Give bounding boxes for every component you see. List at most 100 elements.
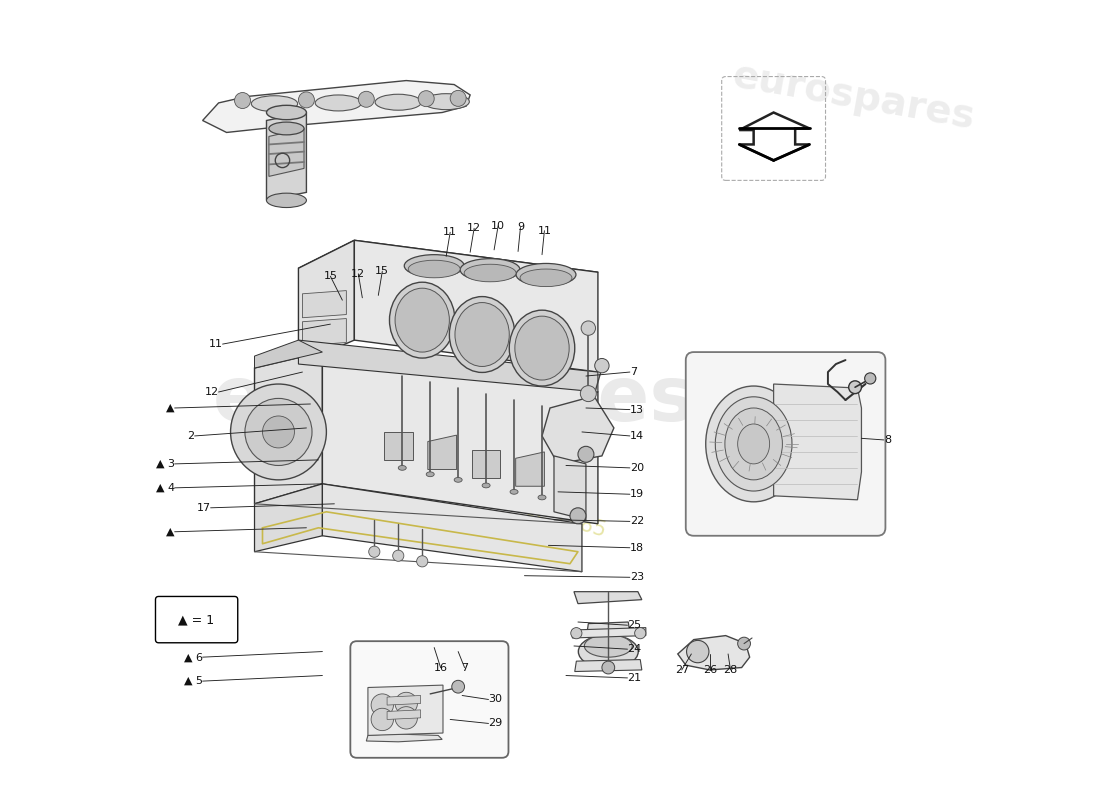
Circle shape: [245, 398, 312, 466]
Polygon shape: [322, 352, 598, 524]
Text: 28: 28: [724, 665, 738, 675]
Ellipse shape: [316, 95, 362, 111]
Ellipse shape: [579, 634, 638, 668]
Ellipse shape: [482, 483, 491, 488]
Text: 30: 30: [488, 694, 503, 705]
Ellipse shape: [251, 96, 298, 112]
Polygon shape: [428, 435, 456, 470]
Polygon shape: [367, 685, 443, 735]
Circle shape: [368, 546, 379, 558]
Polygon shape: [472, 450, 500, 478]
Text: 10: 10: [491, 221, 505, 231]
Circle shape: [581, 386, 596, 402]
Text: 7: 7: [461, 662, 469, 673]
Ellipse shape: [426, 472, 434, 477]
Text: 29: 29: [488, 718, 503, 729]
Polygon shape: [254, 352, 322, 504]
Ellipse shape: [725, 408, 782, 480]
Polygon shape: [322, 484, 582, 572]
Circle shape: [395, 692, 417, 714]
Polygon shape: [739, 113, 810, 161]
Circle shape: [849, 381, 861, 394]
Text: 21: 21: [627, 673, 641, 683]
Circle shape: [298, 92, 315, 108]
Circle shape: [570, 508, 586, 524]
Text: 7: 7: [630, 367, 637, 377]
Ellipse shape: [395, 288, 450, 352]
Ellipse shape: [454, 478, 462, 482]
Polygon shape: [298, 240, 598, 302]
Polygon shape: [384, 432, 412, 460]
Ellipse shape: [405, 254, 464, 277]
Text: ▲: ▲: [166, 526, 175, 537]
Polygon shape: [574, 592, 641, 604]
Ellipse shape: [266, 193, 307, 207]
Text: 22: 22: [630, 516, 645, 526]
Text: 9: 9: [517, 222, 524, 233]
Polygon shape: [254, 484, 322, 552]
Text: a passion for parts since 1985: a passion for parts since 1985: [300, 435, 608, 541]
Polygon shape: [254, 340, 322, 368]
Text: 27: 27: [674, 665, 689, 675]
Circle shape: [595, 358, 609, 373]
Polygon shape: [266, 113, 307, 200]
Circle shape: [738, 637, 750, 650]
Polygon shape: [542, 396, 614, 464]
Text: 15: 15: [375, 266, 389, 277]
Text: 19: 19: [630, 490, 644, 499]
Ellipse shape: [450, 297, 515, 373]
Text: 12: 12: [205, 387, 219, 397]
Ellipse shape: [738, 424, 770, 464]
Circle shape: [571, 628, 582, 638]
Ellipse shape: [460, 258, 520, 281]
Text: 11: 11: [538, 226, 551, 236]
Polygon shape: [572, 628, 646, 638]
Circle shape: [395, 706, 417, 729]
Text: 16: 16: [433, 662, 448, 673]
Circle shape: [231, 384, 327, 480]
Polygon shape: [298, 340, 598, 392]
Circle shape: [417, 556, 428, 567]
FancyBboxPatch shape: [155, 597, 238, 642]
Text: eurospares: eurospares: [212, 363, 695, 437]
Ellipse shape: [408, 260, 460, 278]
Text: ▲ 4: ▲ 4: [155, 483, 175, 493]
Circle shape: [450, 90, 466, 106]
Text: 8: 8: [883, 435, 891, 445]
Polygon shape: [268, 129, 304, 176]
Text: 2: 2: [187, 431, 195, 441]
Text: 25: 25: [627, 620, 641, 630]
Ellipse shape: [515, 316, 569, 380]
Polygon shape: [678, 635, 750, 670]
Circle shape: [393, 550, 404, 562]
Text: ▲ 3: ▲ 3: [156, 459, 175, 469]
Circle shape: [371, 708, 394, 730]
Circle shape: [865, 373, 876, 384]
Text: 11: 11: [209, 339, 222, 349]
Circle shape: [371, 694, 394, 716]
Ellipse shape: [455, 302, 509, 366]
Polygon shape: [387, 710, 420, 719]
Circle shape: [359, 91, 374, 107]
Text: 13: 13: [630, 405, 644, 414]
Ellipse shape: [424, 94, 470, 110]
Polygon shape: [302, 290, 346, 318]
Polygon shape: [202, 81, 470, 133]
Text: 26: 26: [703, 665, 717, 675]
Circle shape: [602, 661, 615, 674]
Text: 17: 17: [197, 503, 210, 513]
Polygon shape: [366, 734, 442, 742]
Ellipse shape: [510, 490, 518, 494]
Polygon shape: [302, 318, 346, 346]
Text: 23: 23: [630, 572, 644, 582]
Ellipse shape: [509, 310, 575, 386]
Ellipse shape: [266, 106, 307, 120]
Ellipse shape: [268, 122, 304, 135]
Text: ▲: ▲: [166, 403, 175, 413]
FancyBboxPatch shape: [350, 641, 508, 758]
Ellipse shape: [584, 634, 632, 657]
Polygon shape: [387, 695, 420, 705]
Polygon shape: [354, 240, 598, 372]
Ellipse shape: [715, 397, 792, 491]
Ellipse shape: [520, 269, 572, 286]
